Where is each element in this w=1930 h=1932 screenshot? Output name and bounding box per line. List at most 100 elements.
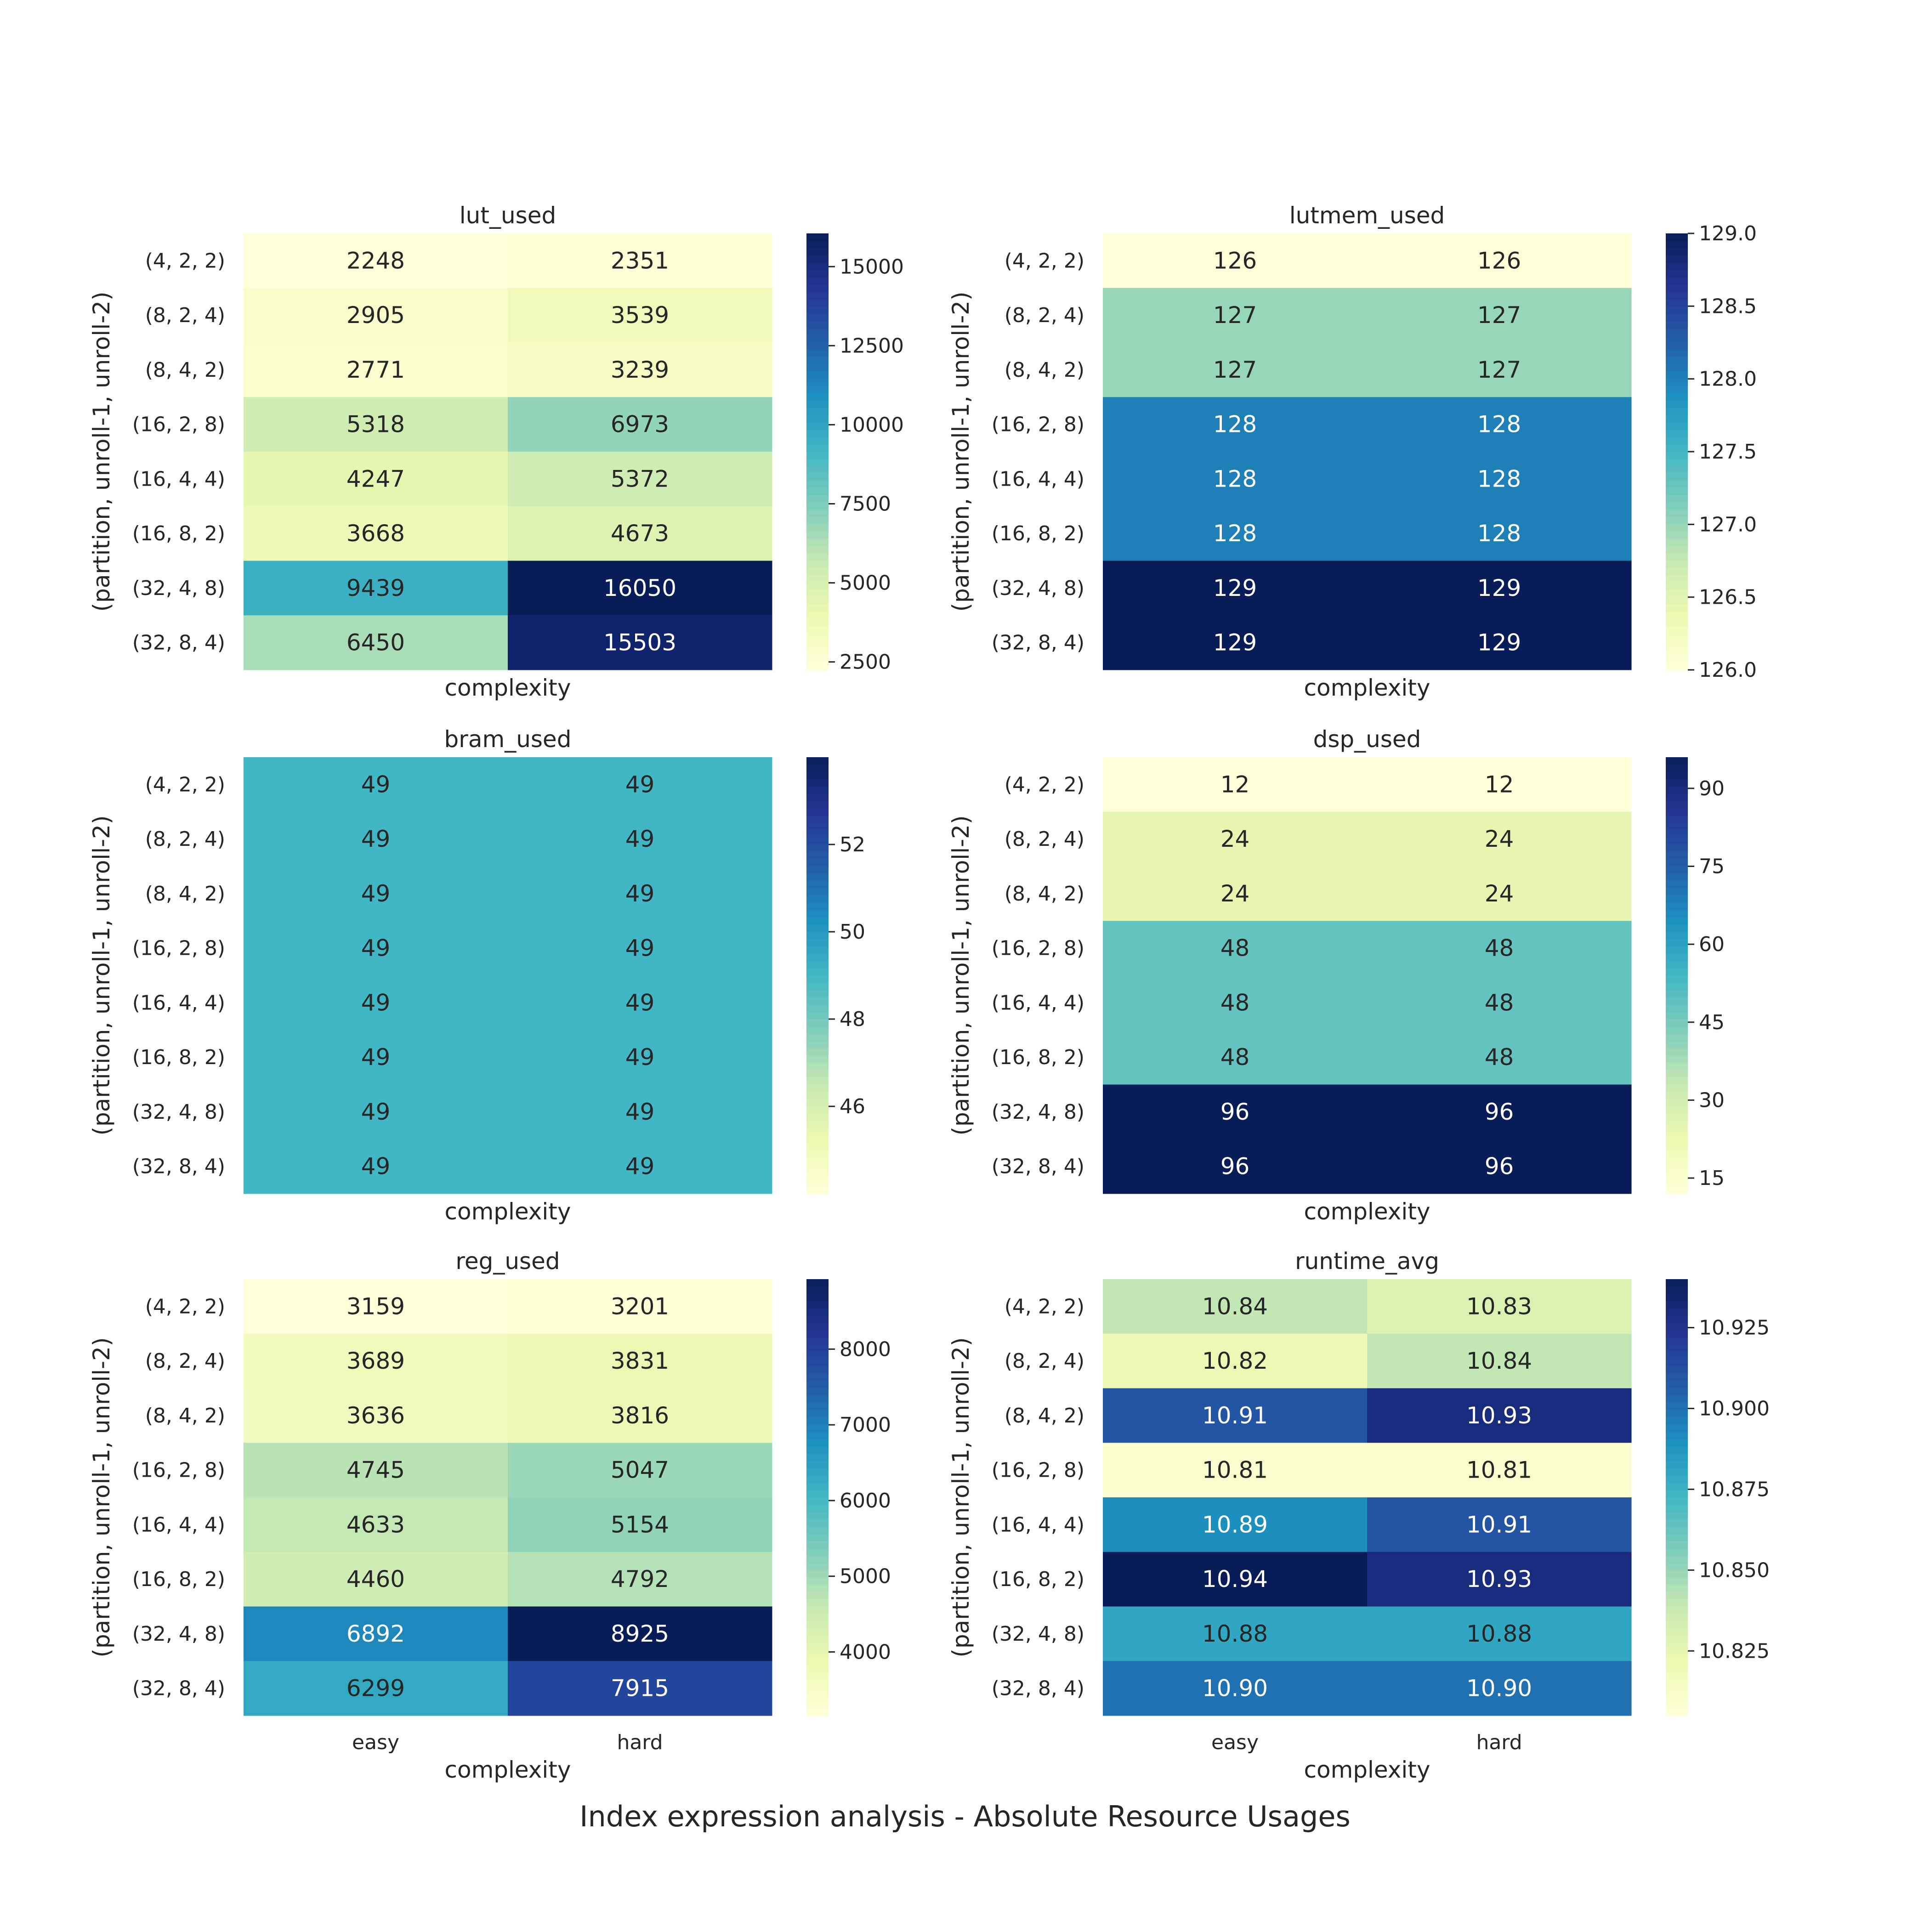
heatmap-panels: lut_used 2248 2351 2905 3539 2771 3239 5318 6973… bbox=[88, 202, 1770, 1783]
colorbar-segment bbox=[806, 1092, 829, 1099]
y-tick-label: (8, 2, 4) bbox=[145, 1349, 225, 1373]
colorbar-segment bbox=[806, 1337, 829, 1345]
cell-value-label: 48 bbox=[1220, 935, 1250, 962]
colorbar-segment bbox=[806, 255, 829, 263]
colorbar-segment bbox=[806, 1570, 829, 1578]
colorbar-segment bbox=[1666, 1519, 1688, 1527]
colorbar-tick-label: 46 bbox=[840, 1095, 865, 1118]
colorbar-segment bbox=[1666, 1041, 1688, 1049]
colorbar-segment bbox=[1666, 932, 1688, 940]
y-tick-label: (8, 4, 2) bbox=[1005, 358, 1084, 382]
cell-value-label: 5372 bbox=[611, 465, 669, 492]
colorbar-segment bbox=[1666, 517, 1688, 525]
cell-value-label: 6973 bbox=[611, 411, 669, 438]
panel-title: runtime_avg bbox=[1295, 1248, 1439, 1275]
colorbar-segment bbox=[806, 248, 829, 256]
cell-value-label: 48 bbox=[1485, 989, 1514, 1016]
colorbar-segment bbox=[806, 939, 829, 947]
colorbar-segment bbox=[1666, 1577, 1688, 1585]
colorbar-segment bbox=[806, 663, 829, 670]
colorbar-tick-label: 48 bbox=[840, 1008, 865, 1031]
heatmap-panel-dsp-used: dsp_used 12 12 24 24 24 24 48 48 48 48 48 48 96 96 96 96… bbox=[948, 726, 1725, 1225]
colorbar-segment bbox=[1666, 873, 1688, 881]
panel-title: reg_used bbox=[455, 1248, 560, 1275]
colorbar-segment bbox=[806, 408, 829, 416]
colorbar-segment bbox=[1666, 1143, 1688, 1150]
colorbar-tick-label: 10.875 bbox=[1699, 1478, 1770, 1501]
y-tick-label: (16, 8, 2) bbox=[992, 522, 1084, 545]
colorbar-segment bbox=[806, 1599, 829, 1607]
colorbar-segment bbox=[1666, 1279, 1688, 1287]
colorbar-segment bbox=[806, 1439, 829, 1447]
cell-value-label: 96 bbox=[1485, 1153, 1514, 1180]
cell-value-label: 4247 bbox=[346, 465, 405, 492]
colorbar-segment bbox=[1666, 764, 1688, 772]
colorbar-segment bbox=[806, 1541, 829, 1549]
colorbar-segment bbox=[806, 1381, 829, 1389]
colorbar-segment bbox=[1666, 539, 1688, 547]
colorbar-segment bbox=[806, 1395, 829, 1403]
y-axis-label: (partition, unroll-1, unroll-2) bbox=[88, 292, 115, 612]
colorbar-segment bbox=[806, 270, 829, 278]
cell-value-label: 49 bbox=[625, 1153, 655, 1180]
colorbar-segment bbox=[806, 1179, 829, 1187]
heatmap-cell bbox=[244, 342, 508, 397]
colorbar-segment bbox=[1666, 968, 1688, 976]
colorbar-segment bbox=[806, 1635, 829, 1643]
heatmap-cell bbox=[244, 288, 508, 343]
colorbar-segment bbox=[806, 946, 829, 954]
heatmap-cell bbox=[244, 452, 508, 507]
cell-value-label: 10.81 bbox=[1202, 1457, 1268, 1484]
colorbar-segment bbox=[1666, 604, 1688, 612]
cell-value-label: 96 bbox=[1220, 1099, 1250, 1125]
colorbar-segment bbox=[1666, 1055, 1688, 1063]
y-tick-label: (4, 2, 2) bbox=[145, 249, 225, 272]
colorbar-segment bbox=[1666, 1686, 1688, 1694]
colorbar-segment bbox=[806, 1643, 829, 1651]
cell-value-label: 3816 bbox=[611, 1402, 669, 1429]
cell-value-label: 49 bbox=[361, 1099, 391, 1125]
colorbar-segment bbox=[806, 757, 829, 765]
y-axis-label: (partition, unroll-1, unroll-2) bbox=[88, 816, 115, 1136]
cell-value-label: 128 bbox=[1213, 465, 1257, 492]
colorbar-segment bbox=[1666, 779, 1688, 787]
cell-value-label: 4745 bbox=[346, 1457, 405, 1484]
y-tick-label: (8, 2, 4) bbox=[1005, 827, 1084, 851]
colorbar-segment bbox=[1666, 430, 1688, 438]
colorbar-segment bbox=[806, 1403, 829, 1411]
heatmap-cell bbox=[1367, 921, 1632, 976]
colorbar-segment bbox=[1666, 1548, 1688, 1556]
colorbar-segment bbox=[806, 1150, 829, 1158]
colorbar-tick-label: 126.5 bbox=[1699, 586, 1757, 609]
colorbar-segment bbox=[806, 466, 829, 474]
colorbar-segment bbox=[1666, 1308, 1688, 1316]
cell-value-label: 10.90 bbox=[1466, 1675, 1532, 1702]
cell-value-label: 15503 bbox=[603, 629, 676, 656]
cell-value-label: 49 bbox=[361, 989, 391, 1016]
colorbar-segment bbox=[1666, 379, 1688, 387]
heatmap-cell bbox=[508, 1443, 772, 1498]
colorbar-segment bbox=[1666, 808, 1688, 816]
heatmap-cell bbox=[1103, 811, 1368, 867]
colorbar-segment bbox=[806, 401, 829, 408]
colorbar-segment bbox=[1666, 488, 1688, 496]
colorbar-segment bbox=[806, 924, 829, 932]
colorbar-segment bbox=[1666, 757, 1688, 765]
colorbar-segment bbox=[806, 786, 829, 794]
colorbar-segment bbox=[806, 597, 829, 605]
colorbar-segment bbox=[1666, 1330, 1688, 1338]
heatmap-cell bbox=[508, 452, 772, 507]
colorbar-segment bbox=[806, 291, 829, 300]
cell-value-label: 126 bbox=[1213, 247, 1257, 274]
cell-value-label: 49 bbox=[361, 880, 391, 907]
panel-title: lut_used bbox=[460, 202, 556, 229]
colorbar-segment bbox=[806, 1708, 829, 1716]
figure-suptitle: Index expression analysis - Absolute Res… bbox=[579, 1800, 1351, 1833]
colorbar-segment bbox=[806, 1686, 829, 1694]
cell-value-label: 49 bbox=[361, 771, 391, 798]
heatmap-cell bbox=[1103, 1084, 1368, 1139]
x-axis-label: complexity bbox=[445, 1756, 571, 1783]
heatmap-cell bbox=[508, 921, 772, 976]
x-axis-label: complexity bbox=[1304, 1756, 1430, 1783]
cell-value-label: 3239 bbox=[611, 357, 669, 383]
